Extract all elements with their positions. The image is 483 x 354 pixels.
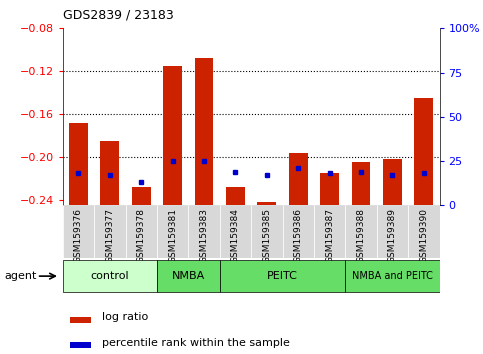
Bar	[220, 205, 251, 258]
Bar	[188, 205, 220, 258]
Bar	[69, 123, 88, 205]
Text: log ratio: log ratio	[102, 312, 149, 322]
Text: GSM159381: GSM159381	[168, 208, 177, 263]
Text: GSM159385: GSM159385	[262, 208, 271, 263]
Text: agent: agent	[5, 271, 37, 281]
Text: GSM159378: GSM159378	[137, 208, 146, 263]
Text: GSM159387: GSM159387	[325, 208, 334, 263]
Bar	[345, 260, 440, 292]
Bar	[100, 141, 119, 205]
Bar	[226, 187, 245, 205]
Text: control: control	[91, 271, 129, 281]
Bar	[126, 205, 157, 258]
Bar	[251, 205, 283, 258]
Bar	[157, 260, 220, 292]
Text: NMBA and PEITC: NMBA and PEITC	[352, 271, 433, 281]
Text: NMBA: NMBA	[172, 271, 205, 281]
Text: GSM159388: GSM159388	[356, 208, 366, 263]
Text: percentile rank within the sample: percentile rank within the sample	[102, 338, 290, 348]
Bar	[71, 342, 91, 348]
Text: GDS2839 / 23183: GDS2839 / 23183	[63, 8, 173, 21]
Bar	[283, 205, 314, 258]
Bar	[94, 205, 126, 258]
Bar	[157, 205, 188, 258]
Text: PEITC: PEITC	[267, 271, 298, 281]
Text: GSM159384: GSM159384	[231, 208, 240, 263]
Bar	[408, 205, 440, 258]
Text: GSM159390: GSM159390	[419, 208, 428, 263]
Bar	[220, 260, 345, 292]
Text: GSM159376: GSM159376	[74, 208, 83, 263]
Bar	[195, 58, 213, 205]
Bar	[352, 162, 370, 205]
Bar	[320, 173, 339, 205]
Bar	[63, 260, 157, 292]
Text: GSM159377: GSM159377	[105, 208, 114, 263]
Text: GSM159383: GSM159383	[199, 208, 209, 263]
Bar	[414, 98, 433, 205]
Bar	[383, 159, 402, 205]
Bar	[163, 66, 182, 205]
Bar	[132, 187, 151, 205]
Bar	[63, 205, 94, 258]
Bar	[257, 202, 276, 205]
Bar	[314, 205, 345, 258]
Bar	[71, 316, 91, 323]
Bar	[377, 205, 408, 258]
Bar	[345, 205, 377, 258]
Text: GSM159389: GSM159389	[388, 208, 397, 263]
Text: GSM159386: GSM159386	[294, 208, 303, 263]
Bar	[289, 153, 308, 205]
